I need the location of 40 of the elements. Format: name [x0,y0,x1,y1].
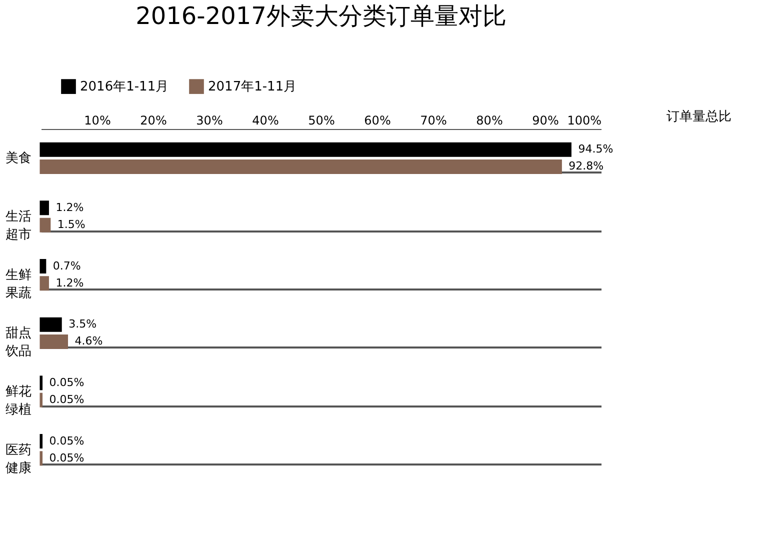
y-tick-label: 鲜花绿植 [6,384,32,418]
y-tick-label: 美食 [6,150,32,166]
x-tick-label: 30% [196,114,223,128]
data-label: 0.7% [52,259,81,272]
y-tick-label: 生活超市 [6,210,32,242]
bar [40,142,572,157]
chart-title: 2016-2017外卖大分类订单量对比 [136,2,506,30]
y-tick-label: 甜点饮品 [4,326,32,360]
bar [40,334,68,349]
bar [40,159,562,174]
legend-label: 2016年1-11月 [80,80,169,95]
data-label: 0.05% [49,434,84,448]
data-label: 1.5% [57,218,86,232]
x-tick-label: 20% [140,114,167,128]
data-label: 0.05% [49,393,84,406]
data-label: 4.6% [74,334,103,348]
bar [40,317,62,332]
x-tick-label: 60% [364,114,391,128]
x-tick-label: 40% [252,114,279,128]
data-label: 0.05% [49,451,84,464]
data-label: 0.05% [49,376,84,389]
bar [40,276,49,291]
data-label: 92.8% [568,160,604,173]
bar [40,200,49,216]
x-tick-label: 80% [476,114,503,128]
y-tick-label: 医药健康 [6,442,32,476]
x-tick-label: 10% [84,114,111,128]
x-tick-label: 70% [420,114,447,128]
y-tick-label: 生鲜果蔬 [6,268,32,301]
data-label: 94.5% [578,142,614,156]
bar [40,259,46,274]
x-tick-label: 100% [567,114,602,128]
x-axis-title: 订单量总比 [666,110,732,124]
data-label: 3.5% [68,318,97,331]
data-label: 1.2% [56,276,84,290]
x-tick-label: 90% [532,114,559,128]
legend-label: 2017年1-11月 [208,80,297,95]
x-tick-label: 50% [308,114,335,128]
data-label: 1.2% [56,200,84,214]
bar [40,218,51,232]
